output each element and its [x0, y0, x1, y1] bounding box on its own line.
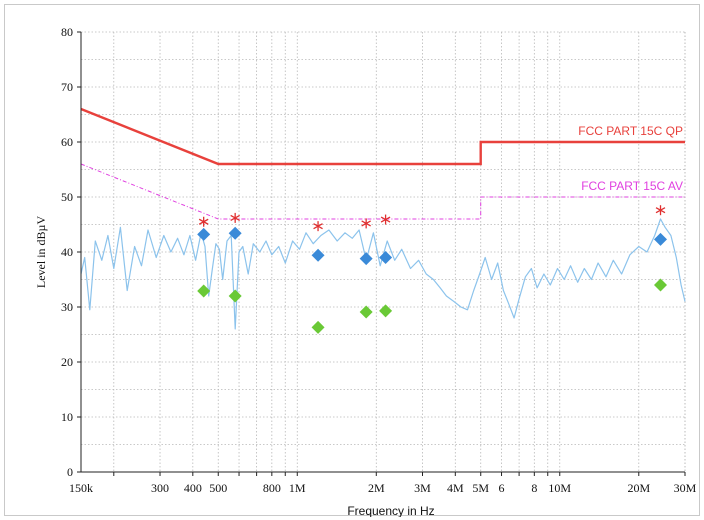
- x-tick-label: 500: [209, 481, 227, 495]
- qp-result-marker: [359, 252, 373, 266]
- markers-layer: [197, 205, 668, 334]
- av-result-marker: [311, 320, 325, 334]
- y-tick-label: 30: [61, 300, 73, 314]
- peak-star-marker: [380, 214, 391, 225]
- x-tick-label: 300: [151, 481, 169, 495]
- qp-limit-line: [80, 107, 685, 166]
- peak-star-marker: [198, 216, 209, 227]
- y-tick-label: 20: [61, 355, 73, 369]
- qp-result-marker: [379, 251, 393, 264]
- av-limit-label: FCC PART 15C AV: [581, 179, 683, 193]
- av-result-marker: [197, 284, 211, 298]
- y-tick-label: 40: [61, 245, 73, 259]
- axes-layer: [77, 31, 686, 476]
- qp-result-marker: [228, 226, 242, 240]
- limit-lines-layer: [80, 107, 685, 220]
- av-result-marker: [359, 305, 373, 319]
- emission-chart: FCC PART 15C QP FCC PART 15C AV 0 10 20 30 40 5…: [34, 25, 697, 517]
- x-axis-label: Frequency in Hz: [347, 504, 434, 517]
- qp-result-marker: [654, 232, 668, 246]
- qp-result-marker: [197, 227, 211, 241]
- peak-star-marker: [313, 221, 323, 232]
- peak-star-marker: [655, 205, 666, 216]
- labels-layer: FCC PART 15C QP FCC PART 15C AV 0 10 20 30 40 5…: [61, 25, 697, 495]
- x-tick-label: 5M: [472, 481, 489, 495]
- y-tick-label: 0: [67, 465, 73, 479]
- y-tick-label: 50: [61, 190, 73, 204]
- x-tick-label: 8: [531, 481, 537, 495]
- x-tick-label: 10M: [548, 481, 571, 495]
- x-tick-label: 2M: [368, 481, 385, 495]
- x-tick-label: 3M: [414, 481, 431, 495]
- x-tick-label: 20M: [627, 481, 650, 495]
- x-tick-label: 4M: [447, 481, 464, 495]
- y-tick-label: 10: [61, 410, 73, 424]
- x-tick-label: 6: [499, 481, 505, 495]
- chart-frame: FCC PART 15C QP FCC PART 15C AV 0 10 20 30 40 5…: [4, 4, 700, 517]
- peak-star-marker: [361, 218, 371, 229]
- y-tick-label: 70: [61, 80, 73, 94]
- y-tick-label: 80: [61, 25, 73, 39]
- peak-star-marker: [230, 212, 240, 223]
- y-tick-label: 60: [61, 135, 73, 149]
- x-tick-label: 1M: [289, 481, 306, 495]
- x-tick-label: 150k: [69, 481, 93, 495]
- x-tick-label: 800: [263, 481, 281, 495]
- x-tick-label: 400: [184, 481, 202, 495]
- av-result-marker: [654, 278, 668, 292]
- qp-limit-label: FCC PART 15C QP: [578, 124, 683, 138]
- x-tick-label: 30M: [674, 481, 697, 495]
- major-gridlines: [81, 31, 685, 473]
- av-result-marker: [228, 289, 242, 303]
- av-result-marker: [379, 304, 393, 318]
- y-axis-label: Level in dBµV: [34, 216, 48, 289]
- qp-result-marker: [311, 248, 325, 262]
